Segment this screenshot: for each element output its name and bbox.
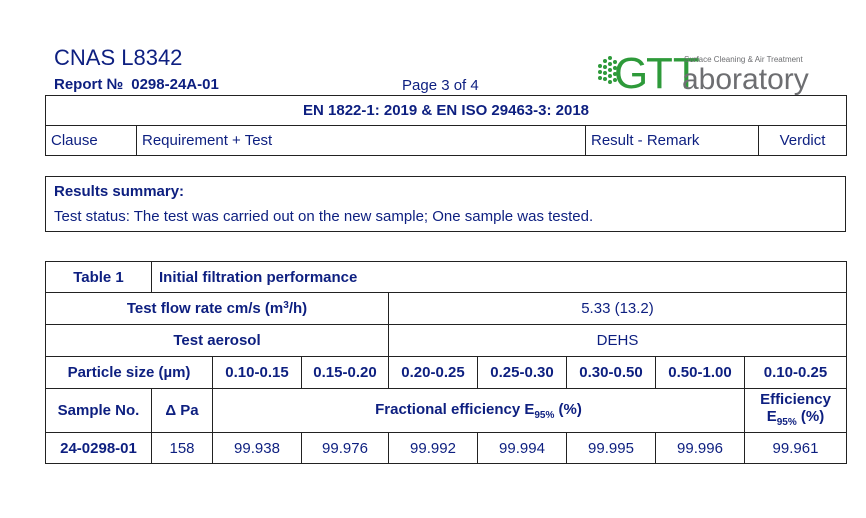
pressure-drop-value: 158 (151, 432, 213, 464)
fractional-efficiency-text: Fractional efficiency E (375, 400, 535, 418)
particle-size-range: 0.50-1.00 (655, 356, 745, 389)
report-number-label: Report № (54, 76, 124, 93)
result-header: Result - Remark (585, 125, 759, 156)
page-indicator: Page 3 of 4 (402, 77, 479, 94)
logo-dots-icon (598, 56, 617, 84)
particle-size-range: 0.25-0.30 (477, 356, 567, 389)
lab-accreditation-number: CNAS L8342 (54, 45, 183, 70)
clause-header: Clause (45, 125, 137, 156)
efficiency-e: E (766, 407, 777, 425)
efficiency-header: Efficiency E95% (%) (744, 388, 847, 433)
filtration-results-table: Table 1 Initial filtration performance T… (45, 261, 847, 464)
flow-rate-label-text: Test flow rate cm/s (m (126, 300, 284, 317)
pressure-drop-header: Δ Pa (151, 388, 213, 433)
particle-size-range: 0.10-0.15 (212, 356, 302, 389)
results-summary-box: Results summary: Test status: The test w… (45, 176, 846, 232)
efficiency-label: Efficiency (760, 390, 831, 408)
particle-size-label: Particle size (µm) (45, 356, 213, 389)
table-title: Initial filtration performance (151, 261, 847, 293)
test-aerosol-value: DEHS (388, 324, 847, 357)
efficiency-value: 99.995 (566, 432, 656, 464)
flow-rate-value: 5.33 (13.2) (388, 292, 847, 325)
test-status-text: Test status: The test was carried out on… (54, 208, 594, 225)
efficiency-value: 99.938 (212, 432, 302, 464)
efficiency-value: 99.976 (301, 432, 389, 464)
particle-size-range: 0.10-0.25 (744, 356, 847, 389)
particle-size-range: 0.20-0.25 (388, 356, 478, 389)
results-summary-title: Results summary: (54, 183, 185, 200)
logo-tagline: Surface Cleaning & Air Treatment (684, 55, 804, 64)
logo-g-letter: G (614, 49, 648, 96)
efficiency-value: 99.961 (744, 432, 847, 464)
particle-size-range: 0.30-0.50 (566, 356, 656, 389)
report-header-table: EN 1822-1: 2019 & EN ISO 29463-3: 2018 C… (44, 95, 848, 156)
test-aerosol-label: Test aerosol (45, 324, 389, 357)
sample-number: 24-0298-01 (45, 432, 152, 464)
fractional-efficiency-subscript: 95% (534, 409, 555, 421)
table-number: Table 1 (45, 261, 152, 293)
particle-size-range: 0.15-0.20 (301, 356, 389, 389)
fractional-efficiency-unit: (%) (554, 400, 582, 418)
efficiency-unit: (%) (796, 407, 825, 425)
efficiency-value: 99.992 (388, 432, 478, 464)
flow-rate-label-end: /h) (288, 300, 308, 317)
efficiency-value: 99.994 (477, 432, 567, 464)
flow-rate-superscript: 3 (283, 300, 289, 311)
efficiency-value: 99.996 (655, 432, 745, 464)
logo-word: aboratory (682, 63, 809, 96)
verdict-header: Verdict (757, 125, 848, 156)
efficiency-subscript: 95% (776, 416, 797, 428)
report-number-value: 0298-24A-01 (131, 76, 219, 93)
report-number-line: Report № 0298-24A-01 (54, 76, 219, 93)
flow-rate-label: Test flow rate cm/s (m3/h) (45, 292, 389, 325)
requirement-header: Requirement + Test (136, 125, 586, 156)
gtt-laboratory-logo: G TT Surface Cleaning & Air Treatment ab… (598, 49, 809, 96)
sample-no-header: Sample No. (45, 388, 152, 433)
standard-title: EN 1822-1: 2019 & EN ISO 29463-3: 2018 (44, 95, 848, 126)
fractional-efficiency-header: Fractional efficiency E95% (%) (212, 388, 745, 433)
logo-tt-letters: TT (646, 49, 700, 96)
